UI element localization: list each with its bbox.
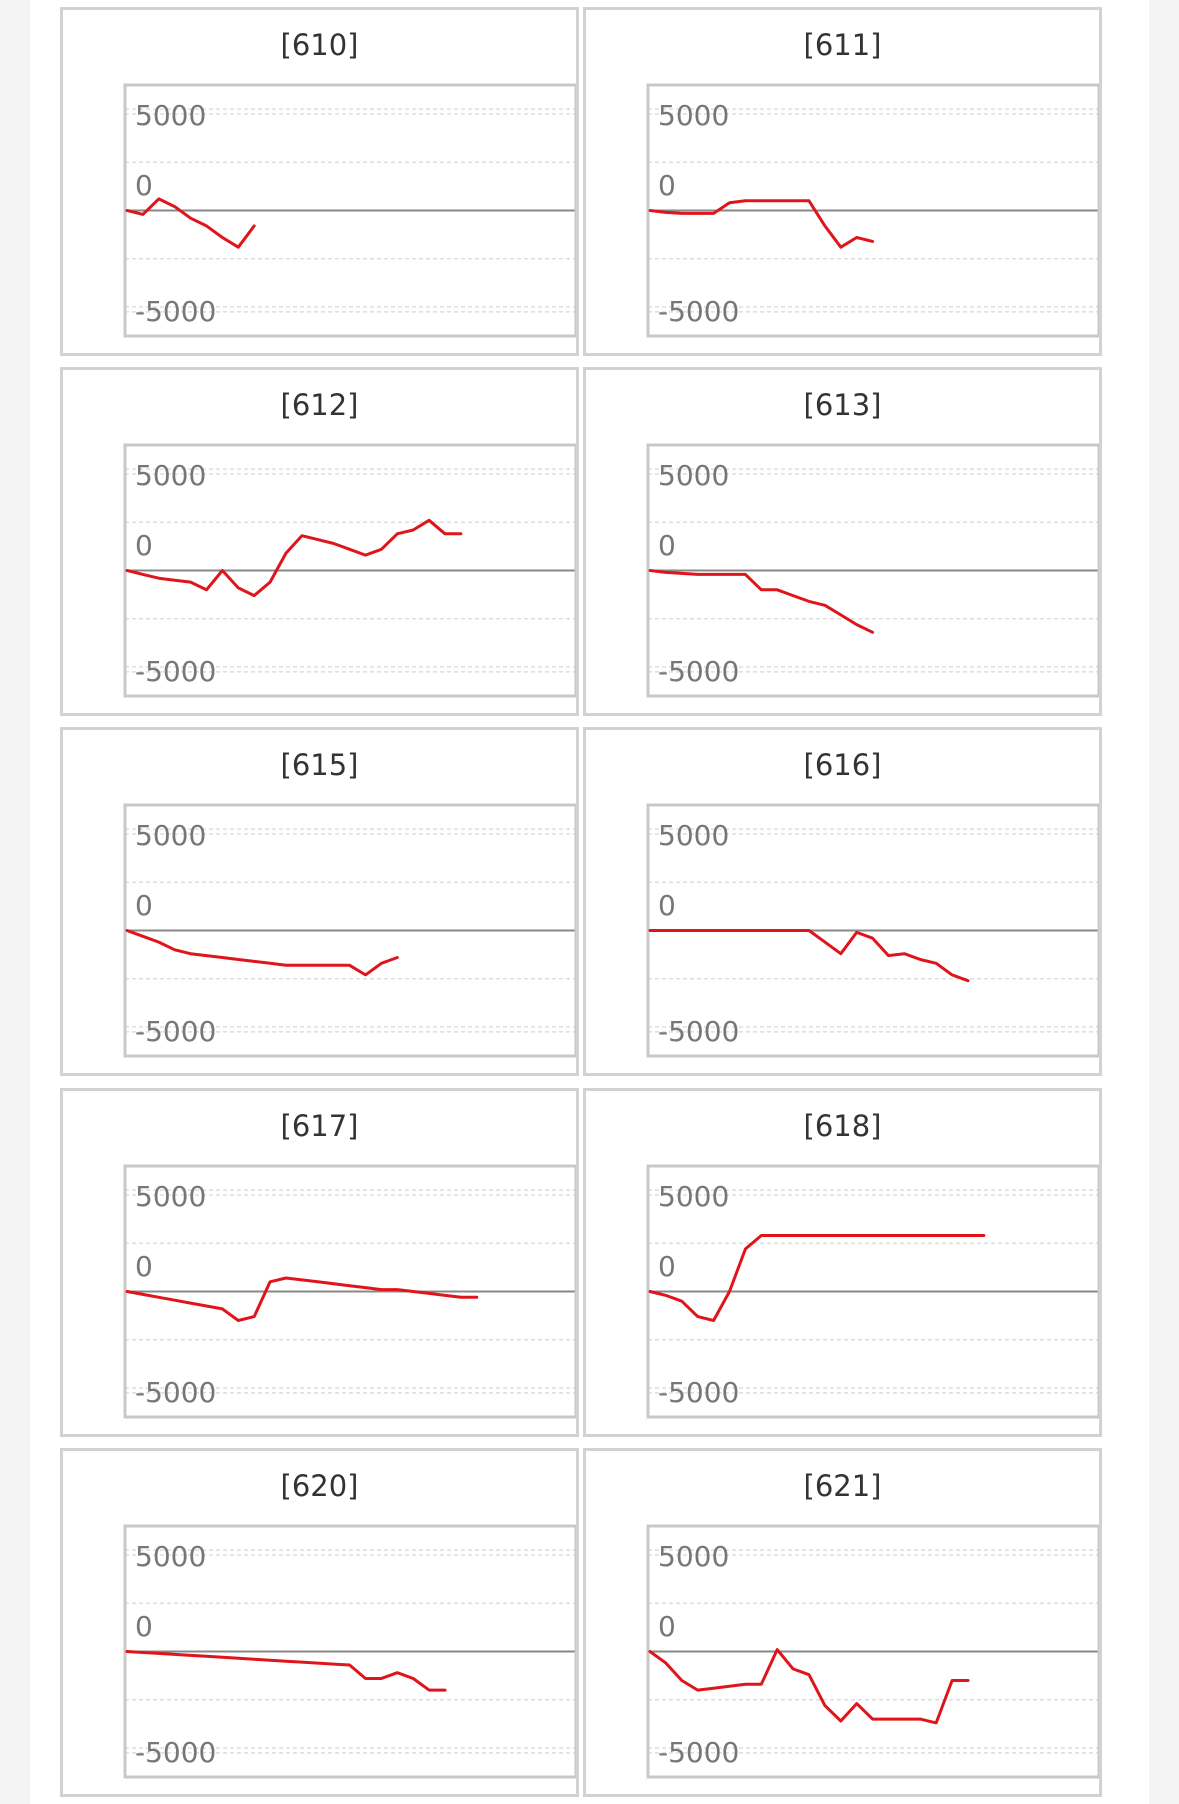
- y-tick-label: 0: [658, 1610, 676, 1643]
- line-chart: 5000 0 -5000: [123, 83, 576, 338]
- plot-frame: [646, 83, 1099, 338]
- series-line: [648, 569, 875, 634]
- chart-title: [621]: [803, 1469, 882, 1503]
- chart-title: [618]: [803, 1109, 882, 1143]
- series-line: [125, 197, 256, 249]
- y-tick-label: 5000: [135, 1540, 206, 1573]
- chart-title: [620]: [280, 1469, 359, 1503]
- y-tick-label: 5000: [135, 459, 206, 492]
- plot-frame: [123, 443, 576, 698]
- y-tick-label: -5000: [658, 1736, 739, 1769]
- chart-card: [615] 5000 0 -5000: [60, 727, 579, 1076]
- line-chart: 5000 0 -5000: [646, 1524, 1099, 1779]
- chart-card: [610] 5000 0 -5000: [60, 7, 579, 356]
- y-tick-label: -5000: [658, 1376, 739, 1409]
- y-tick-label: 0: [658, 1250, 676, 1283]
- chart-title: [612]: [280, 388, 359, 422]
- series-line: [125, 518, 463, 598]
- chart-title: [615]: [280, 748, 359, 782]
- plot-frame: [123, 1164, 576, 1419]
- plot-frame: [646, 443, 1099, 698]
- chart-title: [610]: [280, 28, 359, 62]
- line-chart: 5000 0 -5000: [646, 803, 1099, 1058]
- chart-card: [613] 5000 0 -5000: [583, 367, 1102, 716]
- line-chart: 5000 0 -5000: [123, 1164, 576, 1419]
- y-tick-label: 5000: [658, 1180, 729, 1213]
- y-tick-label: -5000: [135, 655, 216, 688]
- y-tick-label: 5000: [658, 459, 729, 492]
- plot-frame: [123, 803, 576, 1058]
- chart-card: [621] 5000 0 -5000: [583, 1448, 1102, 1797]
- y-tick-label: 5000: [135, 819, 206, 852]
- chart-card: [616] 5000 0 -5000: [583, 727, 1102, 1076]
- y-tick-label: 0: [658, 889, 676, 922]
- line-chart: 5000 0 -5000: [123, 1524, 576, 1779]
- y-tick-label: 0: [135, 529, 153, 562]
- y-tick-label: -5000: [135, 1376, 216, 1409]
- y-tick-label: 0: [135, 1610, 153, 1643]
- chart-card: [612] 5000 0 -5000: [60, 367, 579, 716]
- plot-frame: [646, 1524, 1099, 1779]
- y-tick-label: 0: [135, 1250, 153, 1283]
- y-tick-label: -5000: [658, 1015, 739, 1048]
- series-line: [125, 929, 399, 977]
- line-chart: 5000 0 -5000: [646, 443, 1099, 698]
- y-tick-label: 0: [658, 169, 676, 202]
- y-tick-label: -5000: [658, 655, 739, 688]
- y-tick-label: 0: [135, 169, 153, 202]
- y-tick-label: 5000: [658, 99, 729, 132]
- y-tick-label: 5000: [658, 1540, 729, 1573]
- y-tick-label: 0: [135, 889, 153, 922]
- chart-card: [620] 5000 0 -5000: [60, 1448, 579, 1797]
- y-tick-label: 0: [658, 529, 676, 562]
- plot-frame: [646, 803, 1099, 1058]
- chart-title: [616]: [803, 748, 882, 782]
- y-tick-label: -5000: [135, 295, 216, 328]
- plot-frame: [646, 1164, 1099, 1419]
- series-line: [648, 1648, 970, 1725]
- series-line: [648, 1234, 986, 1322]
- y-tick-label: 5000: [135, 1180, 206, 1213]
- chart-card: [617] 5000 0 -5000: [60, 1088, 579, 1437]
- plot-frame: [123, 83, 576, 338]
- y-tick-label: 5000: [658, 819, 729, 852]
- series-line: [125, 1650, 447, 1692]
- line-chart: 5000 0 -5000: [646, 83, 1099, 338]
- series-line: [648, 929, 970, 983]
- chart-grid: [610] 5000 0 -5000 [611] 5000 0 -5000 [612] 5000 0…: [30, 0, 1149, 1804]
- line-chart: 5000 0 -5000: [123, 443, 576, 698]
- y-tick-label: -5000: [135, 1015, 216, 1048]
- page: [610] 5000 0 -5000 [611] 5000 0 -5000 [612] 5000 0…: [30, 0, 1149, 1804]
- chart-card: [618] 5000 0 -5000: [583, 1088, 1102, 1437]
- series-line: [648, 199, 875, 249]
- line-chart: 5000 0 -5000: [646, 1164, 1099, 1419]
- plot-frame: [123, 1524, 576, 1779]
- y-tick-label: 5000: [135, 99, 206, 132]
- chart-card: [611] 5000 0 -5000: [583, 7, 1102, 356]
- y-tick-label: -5000: [135, 1736, 216, 1769]
- series-line: [125, 1276, 479, 1322]
- line-chart: 5000 0 -5000: [123, 803, 576, 1058]
- y-tick-label: -5000: [658, 295, 739, 328]
- chart-title: [611]: [803, 28, 882, 62]
- chart-title: [613]: [803, 388, 882, 422]
- chart-title: [617]: [280, 1109, 359, 1143]
